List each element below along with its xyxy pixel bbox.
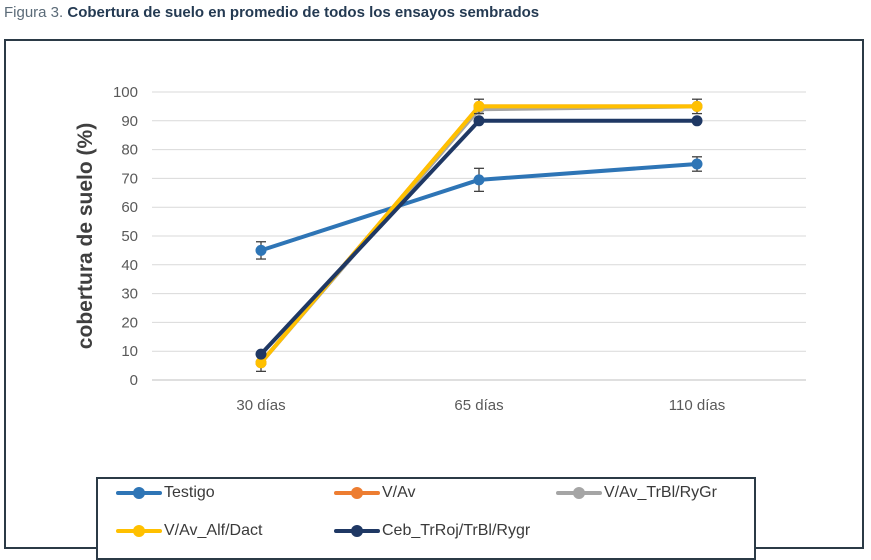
series-line bbox=[259, 104, 699, 365]
legend-item-v-av: V/Av bbox=[334, 483, 416, 503]
legend-item-v-av-alf-dact: V/Av_Alf/Dact bbox=[116, 521, 262, 541]
x-tick-label: 110 días bbox=[669, 397, 725, 414]
series-line bbox=[259, 104, 699, 365]
legend-label: Ceb_TrRoj/TrBl/Rygr bbox=[382, 522, 531, 539]
y-tick-label: 80 bbox=[121, 142, 138, 159]
legend-item-testigo: Testigo bbox=[116, 483, 215, 503]
y-tick-label: 100 bbox=[113, 84, 138, 101]
series-line bbox=[259, 118, 699, 357]
data-point bbox=[691, 115, 703, 127]
figure-caption: Figura 3. Cobertura de suelo en promedio… bbox=[4, 4, 539, 21]
y-tick-labels: 0 10 20 30 40 50 60 70 80 90 100 bbox=[113, 84, 138, 389]
legend-label: Testigo bbox=[164, 484, 215, 501]
legend-swatch bbox=[116, 483, 162, 503]
figure-number: Figura 3. bbox=[4, 4, 64, 21]
y-tick-label: 30 bbox=[121, 286, 138, 303]
legend-item-ceb-trroj-trbl-rygr: Ceb_TrRoj/TrBl/Rygr bbox=[334, 521, 530, 541]
legend-label: V/Av_Alf/Dact bbox=[164, 522, 263, 539]
series-line bbox=[259, 104, 699, 365]
y-axis-label: cobertura de suelo (%) bbox=[74, 123, 97, 349]
data-point bbox=[691, 158, 703, 170]
legend-item-v-av-trbl-rygr: V/Av_TrBl/RyGr bbox=[556, 483, 717, 503]
chart-frame: 0 10 20 30 40 50 60 70 80 90 100 30 días 65 días 110… bbox=[4, 39, 864, 560]
legend-label: V/Av_TrBl/RyGr bbox=[604, 484, 717, 501]
gridlines bbox=[152, 91, 806, 381]
data-point bbox=[473, 174, 485, 186]
y-tick-label: 0 bbox=[130, 372, 138, 389]
series-v-av-alf-dact bbox=[255, 98, 703, 373]
series-lines bbox=[255, 98, 703, 373]
series-v-av bbox=[255, 100, 703, 369]
data-point bbox=[255, 357, 267, 369]
x-tick-labels: 30 días 65 días 110 días bbox=[236, 397, 725, 414]
legend-label: V/Av bbox=[382, 484, 416, 501]
series-ceb-trroj-trbl-rygr bbox=[255, 115, 703, 360]
x-tick-label: 65 días bbox=[454, 397, 503, 414]
data-point bbox=[473, 100, 485, 112]
line-chart: 0 10 20 30 40 50 60 70 80 90 100 30 días 65 días 110… bbox=[74, 84, 806, 414]
legend-swatch bbox=[116, 521, 162, 541]
series-testigo bbox=[255, 156, 703, 260]
data-point bbox=[255, 348, 267, 360]
legend-swatch bbox=[334, 483, 380, 503]
y-tick-label: 20 bbox=[121, 314, 138, 331]
x-tick-label: 30 días bbox=[236, 397, 285, 414]
y-tick-label: 50 bbox=[121, 228, 138, 245]
legend-swatch bbox=[556, 483, 602, 503]
y-tick-label: 40 bbox=[121, 257, 138, 274]
y-tick-label: 60 bbox=[121, 199, 138, 216]
y-tick-label: 90 bbox=[121, 113, 138, 130]
legend-swatch bbox=[334, 521, 380, 541]
data-point bbox=[255, 244, 267, 256]
data-point bbox=[691, 100, 703, 112]
chart-legend: Testigo V/Av V/Av_TrBl/RyGr V/Av_Alf/Dact Ce… bbox=[96, 477, 756, 560]
figure-title: Cobertura de suelo en promedio de todos … bbox=[67, 4, 540, 21]
y-tick-label: 10 bbox=[121, 343, 138, 360]
y-tick-label: 70 bbox=[121, 170, 138, 187]
series-v-av-trbl-rygr bbox=[255, 100, 703, 369]
data-point bbox=[473, 115, 485, 127]
